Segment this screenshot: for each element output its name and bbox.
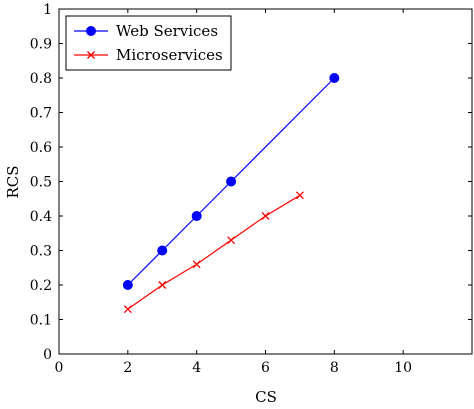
data-point-microservices <box>158 281 167 289</box>
data-point-web-services <box>157 245 168 256</box>
legend-label-microservices: Microservices <box>116 46 223 64</box>
legend-marker-web-services <box>86 26 96 36</box>
legend-item-web-services: Web Services <box>74 22 218 40</box>
y-tick-label: 0 <box>43 347 52 363</box>
y-tick-label: 0.5 <box>30 175 52 191</box>
y-tick-label: 0.1 <box>30 313 52 329</box>
series-microservices <box>123 191 304 314</box>
data-point-web-services <box>329 73 340 83</box>
legend-marker-microservices <box>87 51 95 59</box>
x-tick-label: 6 <box>261 360 270 376</box>
data-point-web-services <box>191 211 202 221</box>
legend-box <box>65 15 232 71</box>
data-point-microservices <box>192 260 201 269</box>
series-layer <box>122 73 340 314</box>
legend-label-web-services: Web Services <box>116 22 218 40</box>
legend-item-microservices: Microservices <box>74 46 223 64</box>
y-tick-label: 0.2 <box>30 278 52 294</box>
data-point-web-services <box>122 280 133 290</box>
data-point-web-services <box>226 176 237 187</box>
y-tick-label: 0.6 <box>30 140 52 156</box>
x-tick-label: 10 <box>394 360 412 376</box>
data-point-microservices <box>227 236 236 245</box>
data-point-microservices <box>123 305 132 314</box>
y-tick-label: 0.7 <box>30 106 52 122</box>
data-point-microservices <box>295 191 304 200</box>
axes: 0 2 4 6 8 10 0 0.1 0.2 0.3 0.4 0.5 0.6 0.7 0.8 0.9 1 <box>30 2 473 376</box>
y-tick-label: 0.4 <box>30 209 52 225</box>
data-point-microservices <box>261 212 270 220</box>
y-tick-label: 0.3 <box>30 244 52 260</box>
series-line-microservices <box>127 194 301 310</box>
legend: Web Services Microservices <box>65 15 232 71</box>
x-axis-label: CS <box>255 388 277 406</box>
y-tick-label: 1 <box>43 2 52 18</box>
x-tick-label: 2 <box>123 360 132 376</box>
y-axis-label: RCS <box>4 165 22 198</box>
x-tick-label: 0 <box>55 360 64 376</box>
y-tick-label: 0.8 <box>30 71 52 87</box>
y-tick-label: 0.9 <box>30 37 52 53</box>
x-tick-label: 8 <box>330 360 339 376</box>
series-web-services <box>122 73 340 290</box>
x-tick-label: 4 <box>192 360 201 376</box>
